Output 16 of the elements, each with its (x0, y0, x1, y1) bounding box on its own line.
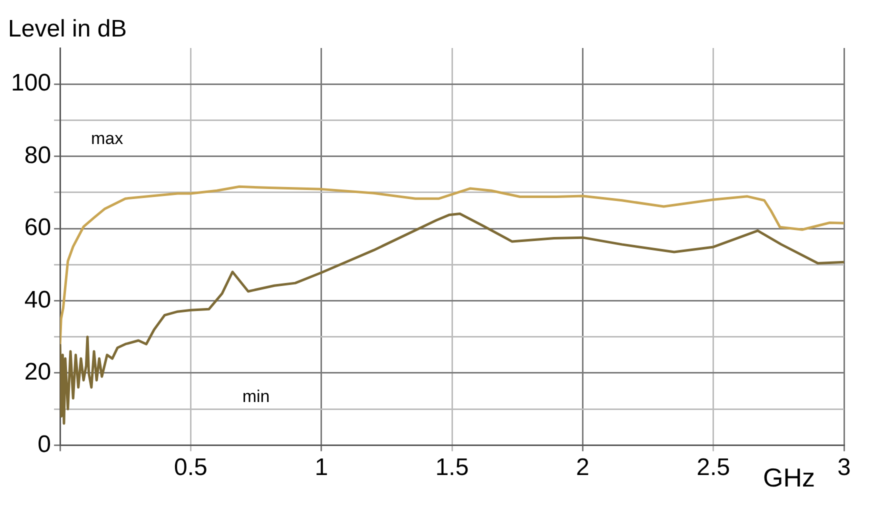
x-tick-label: 2 (576, 454, 590, 482)
x-tick-label: 3 (837, 454, 851, 482)
annotation: max (91, 129, 124, 148)
y-tick-label: 100 (10, 70, 52, 97)
x-tick-label: 1.5 (435, 454, 469, 482)
annotation: min (242, 387, 270, 406)
x-axis-title: GHz (763, 462, 815, 492)
x-tick-label: 0.5 (174, 454, 208, 482)
y-tick-label: 60 (24, 214, 52, 242)
y-tick-label: 0 (38, 430, 52, 458)
x-tick-label: 1 (314, 454, 328, 482)
x-tick-label: 2.5 (696, 454, 730, 482)
y-axis-title: Level in dB (8, 16, 127, 43)
y-tick-label: 40 (24, 286, 52, 314)
y-tick-label: 80 (24, 142, 52, 169)
y-tick-label: 20 (24, 358, 52, 386)
